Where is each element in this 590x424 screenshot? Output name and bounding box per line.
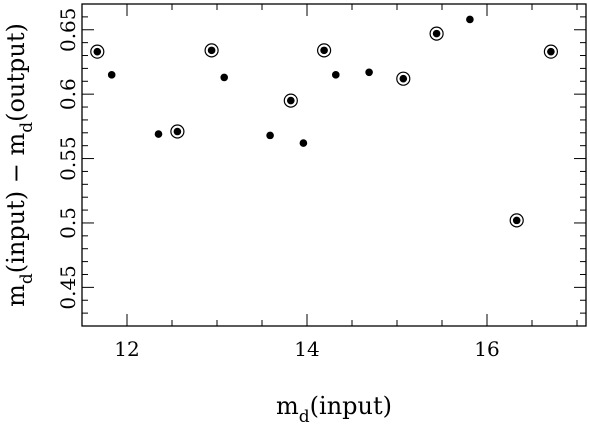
data-point-ring — [396, 71, 411, 86]
data-point-dot — [365, 68, 373, 77]
x-axis-label-sub: d — [299, 407, 310, 424]
data-point-ring — [317, 43, 332, 58]
data-point-circled — [287, 96, 295, 105]
y-axis-label-part-1: m — [2, 284, 30, 307]
data-point-circled — [207, 46, 216, 55]
data-point-circled — [173, 127, 182, 136]
y-axis-label: md(input) − md(output) — [2, 23, 37, 307]
data-point-ring — [429, 26, 444, 41]
plot-frame — [81, 3, 587, 327]
x-axis-label: md(input) — [276, 392, 392, 424]
data-point-ring — [283, 93, 298, 108]
y-tick-label: 0.45 — [56, 265, 80, 310]
data-point-ring — [90, 44, 105, 59]
plot-area: 12 14 16 0.45 0.5 0.55 0.6 0.65 — [56, 3, 587, 361]
data-point-ring — [204, 43, 219, 58]
data-point-ring — [543, 44, 559, 59]
data-point-ring — [509, 213, 524, 228]
x-tick-label: 12 — [114, 337, 139, 361]
y-axis-label-part-5: (output) — [2, 23, 30, 122]
data-point-dot — [332, 71, 340, 79]
data-point-circled — [399, 74, 408, 83]
data-point-circled — [547, 47, 555, 56]
y-tick-label: 0.5 — [56, 207, 80, 239]
y-axis-label-part-4: d — [17, 122, 37, 133]
data-point-circled — [512, 216, 521, 225]
data-point-dot — [220, 73, 228, 82]
x-axis-label-rest: (input) — [310, 392, 392, 420]
y-tick-label: 0.65 — [56, 7, 80, 52]
x-axis-label-base: m — [276, 392, 299, 420]
data-point-dot — [299, 139, 308, 147]
x-tick-label: 16 — [474, 337, 499, 361]
data-point-circled — [432, 29, 441, 38]
data-point-dot — [466, 15, 474, 24]
y-axis-label-part-3: (input) − m — [2, 133, 30, 274]
data-point-dot — [266, 131, 274, 140]
data-point-ring — [170, 124, 185, 139]
x-tick-label: 14 — [294, 337, 319, 361]
y-tick-label: 0.55 — [56, 136, 80, 181]
data-point-circled — [93, 47, 102, 56]
data-point-dot — [107, 71, 116, 79]
data-point-dot — [154, 130, 163, 138]
y-tick-label: 0.6 — [56, 78, 80, 110]
data-point-circled — [320, 46, 328, 55]
y-axis-label-part-2: d — [17, 273, 37, 284]
